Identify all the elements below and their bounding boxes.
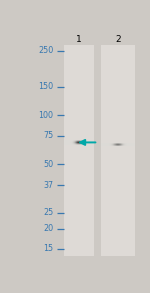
Text: 75: 75 (43, 131, 54, 140)
Text: 25: 25 (43, 208, 54, 217)
Text: 37: 37 (44, 181, 54, 190)
Text: 1: 1 (76, 35, 82, 44)
Bar (101, 45, 135, 256)
Text: 20: 20 (44, 224, 54, 233)
Text: 50: 50 (44, 160, 54, 168)
Text: 100: 100 (39, 111, 54, 120)
Text: 150: 150 (39, 82, 54, 91)
Bar (64, 45, 94, 256)
Text: 15: 15 (44, 244, 54, 253)
Text: 2: 2 (115, 35, 121, 44)
Text: 250: 250 (38, 46, 54, 55)
